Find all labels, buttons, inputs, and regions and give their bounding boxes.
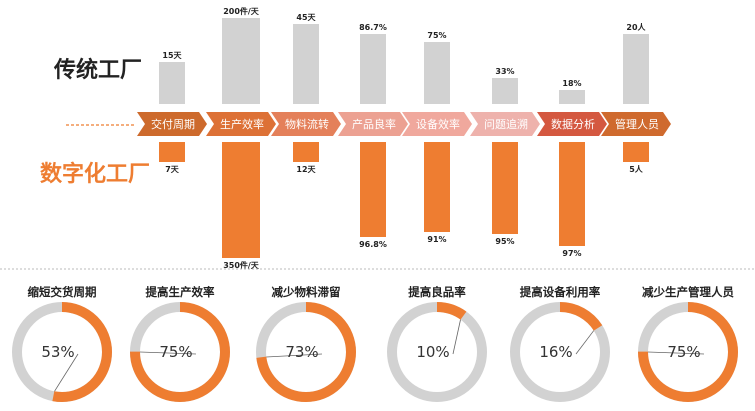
donut-leader-line [452,319,461,355]
donut-value-label: 75% [159,343,192,361]
donut-segment [256,302,356,402]
improvement-donuts: 缩短交货周期 53% 提高生产效率 75% 减少物料滞留 73% 提高良品率 10% 提高设备利… [12,285,738,402]
donut-title: 减少生产管理人员 [642,285,734,299]
digital-value-label: 96.8% [359,240,387,249]
traditional-bar [559,90,585,104]
donut-value-label: 73% [285,343,318,361]
digital-value-label: 91% [427,235,446,244]
donut-segment [510,302,610,402]
category-arrows: 交付周期 生产效率 物料流转 产品良率 设备效率 问题追溯 数据分析 管理人员 [137,112,671,136]
digital-value-label: 7天 [165,165,180,174]
donut-leader-line [647,351,705,355]
donut-leader-line [54,353,79,392]
category-label: 生产效率 [220,117,264,131]
traditional-value-label: 75% [427,31,446,40]
category-label: 设备效率 [416,117,460,131]
category-arrow [338,112,408,136]
donut-value-label: 53% [41,343,74,361]
category-label: 物料流转 [285,117,329,131]
traditional-bar [623,34,649,104]
digital-bar [360,142,386,237]
donut-value-label: 16% [539,343,572,361]
category-label: 问题追溯 [484,117,528,131]
traditional-value-label: 18% [562,79,581,88]
digital-bars: 7天 350件/天 12天 96.8% 91% 95% 97% 5人 [159,142,649,270]
category-arrow [271,112,341,136]
category-label: 数据分析 [551,117,595,131]
row-label-digital: 数字化工厂 [40,161,150,187]
digital-bar [424,142,450,232]
digital-value-label: 12天 [296,165,316,174]
digital-bar [623,142,649,162]
donut-leader-line [266,353,323,358]
category-label: 产品良率 [352,117,396,131]
donut-leader-line [139,351,197,355]
traditional-bar [424,42,450,104]
category-arrow [402,112,472,136]
row-label-traditional: 传统工厂 [53,57,142,83]
digital-value-label: 95% [495,237,514,246]
donut-segment [387,302,487,402]
digital-value-label: 350件/天 [223,260,260,270]
category-arrow [206,112,276,136]
digital-bar [222,142,260,258]
category-arrow [537,112,607,136]
traditional-value-label: 86.7% [359,23,387,32]
donut-title: 缩短交货周期 [28,285,97,299]
traditional-bars: 15天 200件/天 45天 86.7% 75% 33% 18% 20人 [159,6,649,104]
donut-segment [12,302,112,402]
category-arrow [601,112,671,136]
donut-segment [638,302,738,402]
category-label: 交付周期 [151,117,195,131]
donut-title: 提高设备利用率 [520,285,601,299]
traditional-bar [360,34,386,104]
traditional-value-label: 200件/天 [223,6,260,16]
digital-bar [159,142,185,162]
donut-leader-line [575,330,595,355]
traditional-value-label: 20人 [626,22,646,32]
traditional-bar [293,24,319,104]
donut-value-label: 10% [416,343,449,361]
donut-value-label: 75% [667,343,700,361]
category-label: 管理人员 [615,117,659,131]
traditional-bar [492,78,518,104]
traditional-bar [159,62,185,104]
donut-title: 减少物料滞留 [272,285,341,299]
traditional-value-label: 33% [495,67,514,76]
digital-value-label: 97% [562,249,581,258]
donut-title: 提高良品率 [408,285,466,299]
traditional-value-label: 45天 [296,13,316,22]
category-arrow [470,112,540,136]
category-arrow [137,112,207,136]
digital-value-label: 5人 [629,164,644,174]
digital-bar [559,142,585,246]
digital-bar [492,142,518,234]
donut-title: 提高生产效率 [146,285,215,299]
digital-bar [293,142,319,162]
traditional-value-label: 15天 [162,51,182,60]
traditional-bar [222,18,260,104]
donut-segment [130,302,230,402]
